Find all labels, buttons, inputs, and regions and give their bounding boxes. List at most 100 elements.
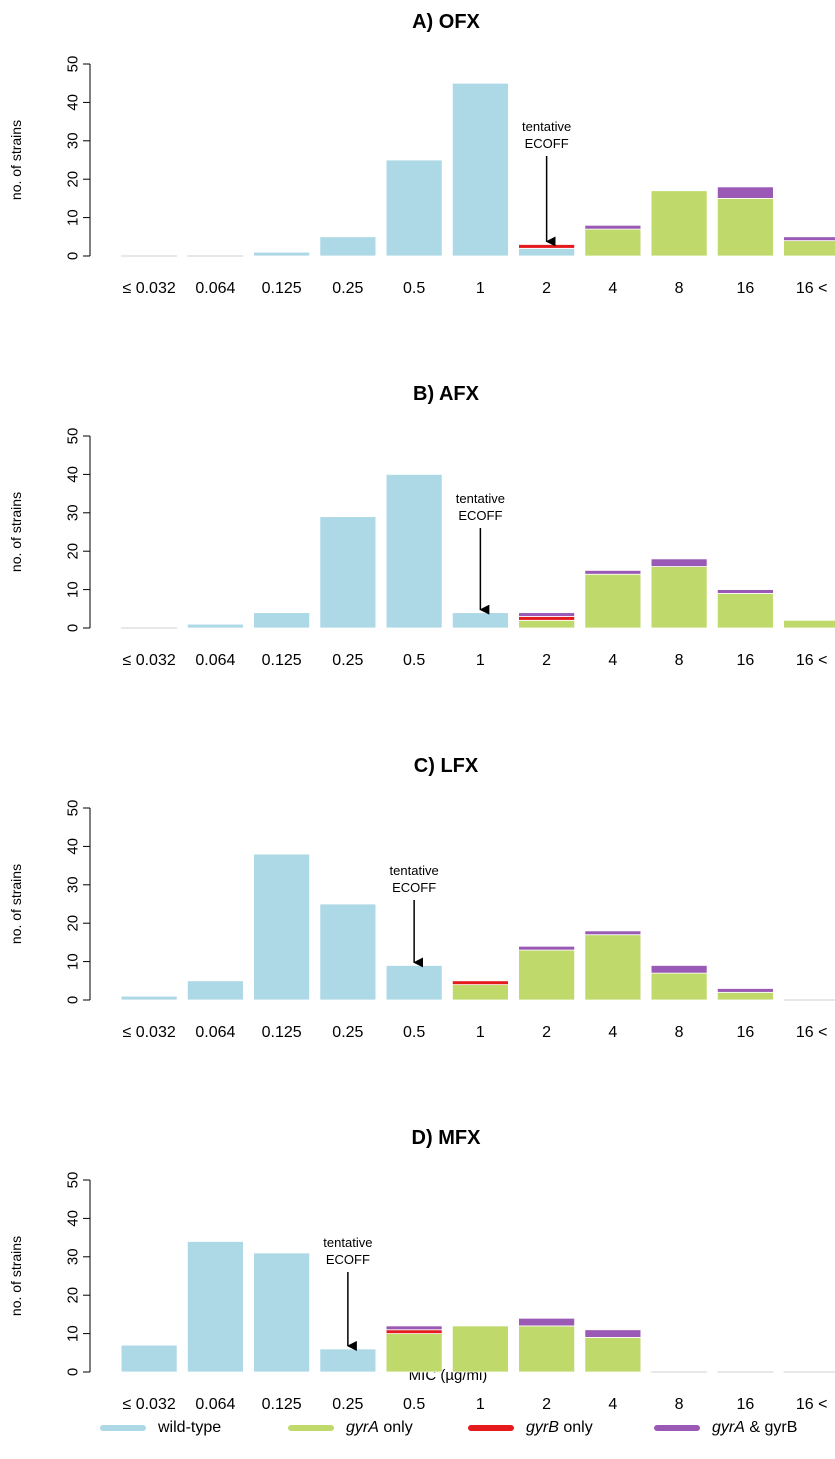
y-tick-label: 20 — [64, 171, 81, 188]
bar-gyra-gyrb — [385, 1325, 443, 1331]
bar-wild-type — [186, 623, 244, 629]
ecoff-annotation: ECOFF — [525, 136, 569, 151]
y-tick-label: 30 — [64, 504, 81, 521]
x-tick-label: 0.125 — [262, 1024, 302, 1041]
legend-label-gyrb-only: gyrB only — [526, 1419, 593, 1437]
y-axis-label: no. of strains — [8, 1236, 24, 1316]
legend-gene-gyra: gyrA — [712, 1419, 745, 1436]
y-tick-label: 50 — [64, 1172, 81, 1189]
x-tick-label: 16 < — [796, 652, 828, 669]
y-tick-label: 10 — [64, 581, 81, 598]
bar-wild-type — [319, 236, 377, 257]
x-tick-label: 0.064 — [195, 1024, 235, 1041]
legend-label-gyra-gyrb: gyrA & gyrB — [712, 1419, 797, 1437]
x-tick-label: 16 — [736, 652, 754, 669]
legend-item-wild-type: wild-type — [100, 1408, 221, 1448]
bar-wild-type — [120, 1344, 178, 1373]
y-axis-label: no. of strains — [8, 864, 24, 944]
bar-wild-type — [120, 995, 178, 1001]
x-tick-label: 0.064 — [195, 1396, 235, 1413]
x-tick-label: 16 — [736, 280, 754, 297]
x-tick-label: ≤ 0.032 — [122, 1396, 175, 1413]
x-tick-label: 0.125 — [262, 280, 302, 297]
y-tick-label: 0 — [64, 996, 81, 1004]
x-tick-label: 16 — [736, 1396, 754, 1413]
chart-panel-1: A) OFX no. of strains 0 10 20 30 40 50 ≤ 0.032 0.… — [8, 11, 835, 297]
bar-gyrb-only — [451, 980, 509, 986]
y-tick-label: 20 — [64, 543, 81, 560]
y-tick-label: 30 — [64, 132, 81, 149]
legend-item-gyra-gyrb: gyrA & gyrB — [654, 1408, 797, 1448]
x-tick-label: 8 — [675, 652, 684, 669]
bar-wild-type — [253, 612, 311, 629]
bar-wild-type — [385, 473, 443, 629]
x-tick-label: 2 — [542, 280, 551, 297]
bar-gyra-only — [716, 991, 774, 1001]
x-tick-label: 0.5 — [403, 1396, 425, 1413]
bar-wild-type — [319, 1348, 377, 1373]
y-tick-label: 50 — [64, 56, 81, 73]
y-tick-label: 40 — [64, 1210, 81, 1227]
bar-wild-type — [319, 903, 377, 1001]
x-tick-label: 16 — [736, 1024, 754, 1041]
y-axis-label: no. of strains — [8, 120, 24, 200]
bar-gyra-only — [584, 934, 642, 1001]
x-tick-label: 1 — [476, 1396, 485, 1413]
legend-swatch-gyra-gyrb — [654, 1425, 700, 1431]
x-tick-label: 16 < — [796, 1024, 828, 1041]
y-tick-label: 20 — [64, 1287, 81, 1304]
y-tick-label: 10 — [64, 953, 81, 970]
x-tick-label: 1 — [476, 280, 485, 297]
x-tick-label: 8 — [675, 1396, 684, 1413]
bar-wild-type — [186, 980, 244, 1001]
bar-gyra-gyrb — [650, 558, 708, 567]
x-tick-label: 0.5 — [403, 652, 425, 669]
x-tick-label: 4 — [608, 1024, 617, 1041]
panel-title: D) MFX — [412, 1127, 482, 1149]
bar-gyra-gyrb — [650, 965, 708, 974]
bar-gyra-only — [716, 593, 774, 629]
ecoff-annotation: tentative — [323, 1235, 372, 1250]
bar-gyra-gyrb — [783, 236, 835, 242]
panel-title: A) OFX — [412, 11, 480, 33]
chart-panel-4: D) MFX no. of strains 0 10 20 30 40 50 ≤ 0.032 0.… — [8, 1127, 835, 1413]
x-tick-label: 0.25 — [332, 280, 363, 297]
bar-gyra-gyrb — [584, 930, 642, 936]
bar-gyra-only — [650, 972, 708, 1001]
x-tick-label: 0.25 — [332, 1024, 363, 1041]
bar-gyrb-only — [518, 244, 576, 249]
y-tick-label: 0 — [64, 1368, 81, 1376]
bar-wild-type — [186, 1241, 244, 1373]
bar-wild-type — [385, 159, 443, 257]
x-tick-label: 0.064 — [195, 652, 235, 669]
y-tick-label: 20 — [64, 915, 81, 932]
ecoff-annotation: tentative — [390, 863, 439, 878]
y-axis-label: no. of strains — [8, 492, 24, 572]
bar-gyra-only — [518, 619, 576, 629]
x-tick-label: 1 — [476, 1024, 485, 1041]
bar-wild-type — [253, 853, 311, 1001]
legend-suffix-and-gyrb: & gyrB — [744, 1419, 798, 1436]
bar-wild-type — [253, 251, 311, 257]
bar-gyra-gyrb — [584, 224, 642, 230]
legend-gene-gyrb: gyrB — [526, 1419, 559, 1436]
x-tick-label: 0.5 — [403, 280, 425, 297]
bar-gyra-only — [385, 1333, 443, 1373]
y-tick-label: 40 — [64, 466, 81, 483]
y-tick-label: 40 — [64, 838, 81, 855]
y-tick-label: 10 — [64, 209, 81, 226]
bar-wild-type — [385, 965, 443, 1001]
chart-panel-2: B) AFX no. of strains 0 10 20 30 40 50 ≤ 0.032 0.… — [8, 383, 835, 669]
panel-title: B) AFX — [413, 383, 480, 405]
y-tick-label: 50 — [64, 800, 81, 817]
bar-wild-type — [319, 516, 377, 629]
x-tick-label: 0.5 — [403, 1024, 425, 1041]
legend-suffix-only: only — [558, 1419, 593, 1436]
legend-label-wild-type: wild-type — [158, 1419, 222, 1436]
bar-gyrb-only — [385, 1329, 443, 1335]
ecoff-annotation: ECOFF — [458, 508, 502, 523]
bar-gyra-only — [716, 197, 774, 257]
bar-gyra-gyrb — [716, 186, 774, 199]
y-tick-label: 0 — [64, 252, 81, 260]
